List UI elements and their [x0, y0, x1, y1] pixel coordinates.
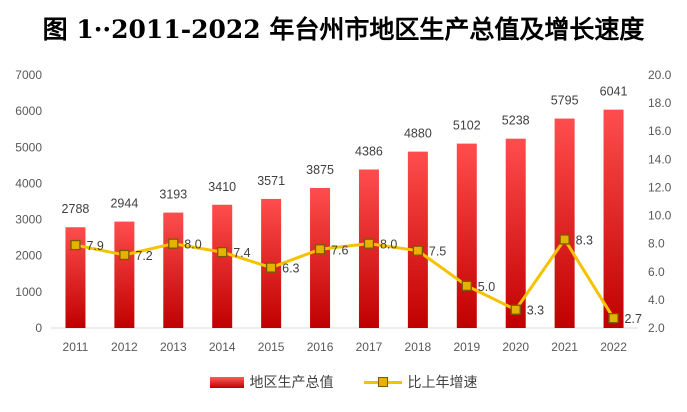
line-data-label: 8.3	[576, 233, 593, 247]
y-left-tick-label: 4000	[15, 176, 42, 190]
line-data-label: 7.6	[331, 243, 348, 257]
y-right-tick-label: 16.0	[648, 124, 672, 138]
growth-marker	[265, 262, 277, 273]
y-left-tick-label: 7000	[15, 68, 42, 82]
x-tick-label: 2016	[307, 340, 334, 354]
growth-line	[75, 237, 615, 319]
growth-marker	[314, 244, 326, 255]
bar-gdp	[114, 221, 135, 328]
y-right-tick-label: 2.0	[648, 321, 665, 335]
legend: 地区生产总值 比上年增速	[0, 372, 687, 392]
legend-item-growth: 比上年增速	[363, 372, 478, 392]
growth-marker	[363, 238, 375, 249]
line-data-label: 7.9	[86, 239, 103, 253]
x-tick-label: 2017	[356, 340, 383, 354]
bar-gdp	[407, 151, 428, 328]
bar-data-label: 6041	[600, 85, 628, 99]
bar-gdp	[212, 204, 233, 328]
y-right-tick-label: 20.0	[648, 68, 672, 82]
y-right-tick-label: 12.0	[648, 180, 672, 194]
y-left-tick-label: 3000	[15, 213, 42, 227]
y-left-tick-label: 6000	[15, 104, 42, 118]
bar-data-label: 3875	[306, 163, 334, 177]
legend-bar-swatch	[209, 376, 244, 388]
bar-data-label: 3571	[257, 174, 285, 188]
chart-title: 图 1··2011-2022 年台州市地区生产总值及增长速度	[42, 15, 645, 44]
y-right-tick-label: 8.0	[648, 237, 665, 251]
bar-data-label: 5795	[551, 94, 579, 108]
bar-data-label: 3410	[208, 180, 236, 194]
x-tick-label: 2021	[551, 340, 578, 354]
line-data-label: 7.2	[135, 249, 152, 263]
x-tick-label: 2012	[111, 340, 138, 354]
y-right-tick-label: 6.0	[648, 265, 665, 279]
x-tick-label: 2011	[63, 340, 89, 354]
growth-marker	[510, 304, 521, 315]
y-right-tick-label: 4.0	[648, 293, 665, 307]
bar-gdp	[163, 212, 184, 328]
bar-data-label: 4386	[355, 144, 383, 158]
y-left-tick-label: 2000	[15, 249, 42, 263]
line-data-label: 7.4	[233, 246, 250, 260]
y-right-tick-label: 18.0	[648, 96, 672, 110]
y-left-tick-label: 0	[35, 321, 42, 335]
growth-marker	[70, 239, 81, 251]
y-right-tick-label: 10.0	[648, 209, 672, 223]
y-left-tick-label: 5000	[15, 140, 42, 154]
line-data-label: 6.3	[282, 262, 299, 276]
bar-data-label: 2944	[110, 197, 138, 211]
growth-marker	[217, 246, 228, 258]
bar-gdp	[310, 187, 331, 328]
bar-gdp	[603, 109, 624, 328]
x-tick-label: 2013	[160, 340, 187, 354]
growth-marker	[559, 234, 570, 245]
x-tick-label: 2019	[453, 340, 480, 354]
bar-data-label: 2788	[62, 202, 90, 216]
line-data-label: 3.3	[527, 304, 544, 318]
bar-data-label: 3193	[159, 188, 187, 202]
y-right-tick-label: 14.0	[648, 152, 672, 166]
bar-gdp	[456, 143, 477, 328]
legend-line-swatch	[363, 376, 402, 388]
legend-label-gdp: 地区生产总值	[249, 375, 334, 391]
growth-marker	[461, 280, 472, 291]
legend-label-growth: 比上年增速	[407, 375, 478, 391]
growth-marker	[608, 313, 619, 324]
line-data-label: 7.5	[429, 245, 446, 259]
x-tick-label: 2020	[502, 340, 529, 354]
growth-marker	[168, 238, 179, 249]
chart-plot: 0 1000 2000 3000 4000 5000 6000 7000 2.0 4.0 6.0 8.…	[15, 68, 672, 354]
growth-marker	[119, 249, 130, 261]
x-tick-label: 2015	[258, 340, 285, 354]
bar-gdp	[505, 138, 526, 328]
line-data-label: 8.0	[184, 238, 201, 252]
line-data-label: 8.0	[380, 238, 397, 252]
x-tick-label: 2018	[405, 340, 432, 354]
bar-gdp	[65, 227, 86, 328]
y-left-tick-label: 1000	[15, 285, 42, 299]
legend-item-gdp: 地区生产总值	[209, 372, 334, 392]
bar-data-label: 5102	[453, 119, 481, 133]
bar-data-label: 5238	[502, 114, 530, 128]
x-tick-label: 2014	[209, 340, 236, 354]
growth-marker	[412, 245, 424, 256]
bar-data-label: 4880	[404, 127, 432, 141]
line-data-label: 2.7	[625, 312, 642, 326]
x-tick-label: 2022	[600, 340, 627, 354]
bar-gdp	[554, 118, 575, 328]
line-data-label: 5.0	[478, 280, 495, 294]
